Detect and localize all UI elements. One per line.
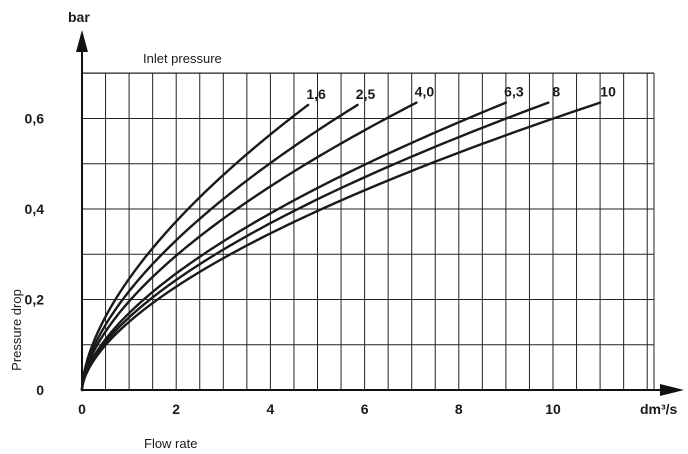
tick-labels: 0 2 4 6 8 10 0 0,2 0,4 0,6 (25, 111, 561, 418)
y-tick-label: 0,4 (25, 201, 45, 217)
legend-title: Inlet pressure (143, 51, 222, 66)
y-axis-arrow-icon (76, 30, 88, 52)
y-tick-label: 0,2 (25, 292, 45, 308)
grid (82, 72, 655, 390)
series-lines (80, 101, 602, 392)
series-line (80, 101, 602, 392)
x-tick-label: 2 (172, 401, 180, 417)
series-label: 6,3 (504, 84, 524, 100)
y-tick-label: 0 (36, 382, 44, 398)
x-tick-label: 6 (361, 401, 369, 417)
x-tick-label: 4 (267, 401, 275, 417)
y-axis-title: Pressure drop (9, 289, 24, 371)
series-line (80, 101, 418, 392)
series-label: 4,0 (415, 84, 435, 100)
series-label: 1,6 (306, 86, 326, 102)
series-label: 8 (552, 84, 560, 100)
x-tick-label: 10 (545, 401, 561, 417)
y-tick-label: 0,6 (25, 111, 45, 127)
series-label: 10 (600, 84, 616, 100)
y-unit-label: bar (68, 9, 90, 25)
series-line (80, 101, 550, 392)
x-tick-label: 0 (78, 401, 86, 417)
axes (76, 30, 684, 396)
series-line (80, 103, 310, 392)
series-label: 2,5 (356, 86, 376, 102)
series-line (80, 103, 359, 392)
x-unit-label: dm³/s (640, 401, 678, 417)
series-line (80, 101, 508, 392)
x-axis-title: Flow rate (144, 436, 197, 451)
x-axis-arrow-icon (660, 384, 684, 396)
series-labels: 1,6 2,5 4,0 6,3 8 10 (306, 84, 616, 102)
x-tick-label: 8 (455, 401, 463, 417)
